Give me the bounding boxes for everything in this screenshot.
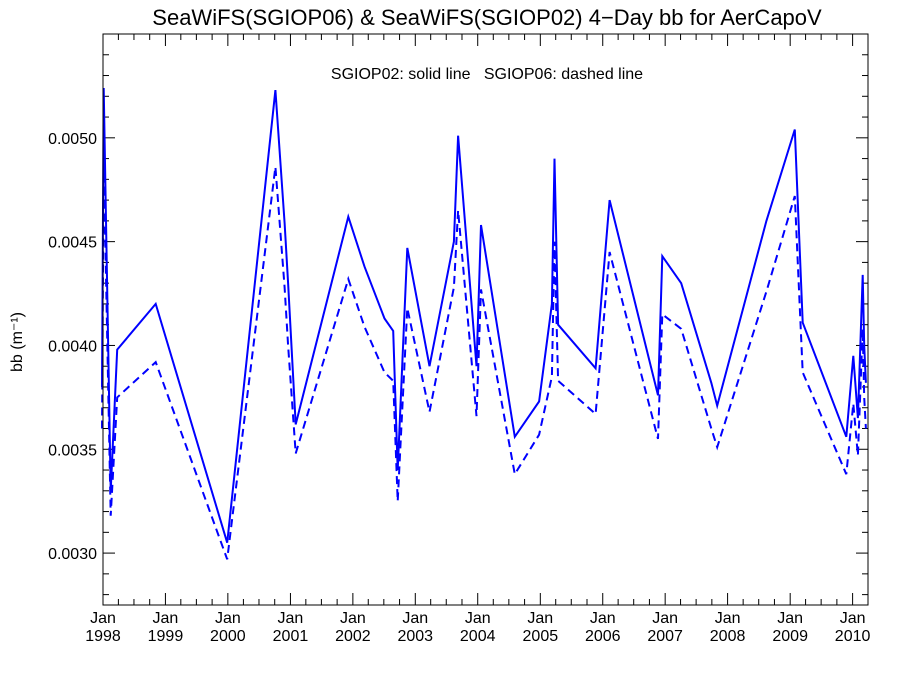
y-tick-label: 0.0050 <box>48 131 97 148</box>
x-tick-month-label: Jan <box>777 610 803 627</box>
x-tick-year-label: 2002 <box>335 628 371 645</box>
x-tick-year-label: 2005 <box>523 628 559 645</box>
x-tick-month-label: Jan <box>340 610 366 627</box>
x-tick-year-label: 1999 <box>148 628 184 645</box>
x-tick-month-label: Jan <box>402 610 428 627</box>
x-tick-month-label: Jan <box>590 610 616 627</box>
x-tick-year-label: 2008 <box>710 628 746 645</box>
x-tick-month-label: Jan <box>715 610 741 627</box>
x-tick-year-label: 2006 <box>585 628 621 645</box>
y-tick-label: 0.0030 <box>48 546 97 563</box>
x-tick-month-label: Jan <box>90 610 116 627</box>
tick-labels: 0.00300.00350.00400.00450.0050Jan1998Jan… <box>48 131 870 645</box>
series-lines <box>101 87 867 560</box>
x-tick-year-label: 2004 <box>460 628 496 645</box>
x-tick-month-label: Jan <box>215 610 241 627</box>
series-line-sgiop06 <box>101 158 867 560</box>
x-tick-year-label: 2010 <box>835 628 871 645</box>
chart-title: SeaWiFS(SGIOP06) & SeaWiFS(SGIOP02) 4−Da… <box>152 5 822 30</box>
y-axis-label: bb (m⁻¹) <box>9 312 26 372</box>
x-tick-year-label: 2009 <box>772 628 808 645</box>
x-tick-month-label: Jan <box>465 610 491 627</box>
x-tick-year-label: 2000 <box>210 628 246 645</box>
x-tick-year-label: 2003 <box>397 628 433 645</box>
y-tick-label: 0.0045 <box>48 235 97 252</box>
x-tick-year-label: 2001 <box>273 628 309 645</box>
line-style-note: SGIOP02: solid line SGIOP06: dashed line <box>331 66 643 83</box>
series-line-sgiop02 <box>101 87 867 543</box>
x-tick-year-label: 1998 <box>85 628 121 645</box>
y-tick-label: 0.0035 <box>48 442 97 459</box>
x-tick-month-label: Jan <box>527 610 553 627</box>
x-tick-month-label: Jan <box>153 610 179 627</box>
x-tick-month-label: Jan <box>840 610 866 627</box>
y-tick-label: 0.0040 <box>48 338 97 355</box>
x-tick-year-label: 2007 <box>647 628 683 645</box>
x-tick-month-label: Jan <box>652 610 678 627</box>
x-tick-month-label: Jan <box>278 610 304 627</box>
plot-frame <box>102 33 869 606</box>
